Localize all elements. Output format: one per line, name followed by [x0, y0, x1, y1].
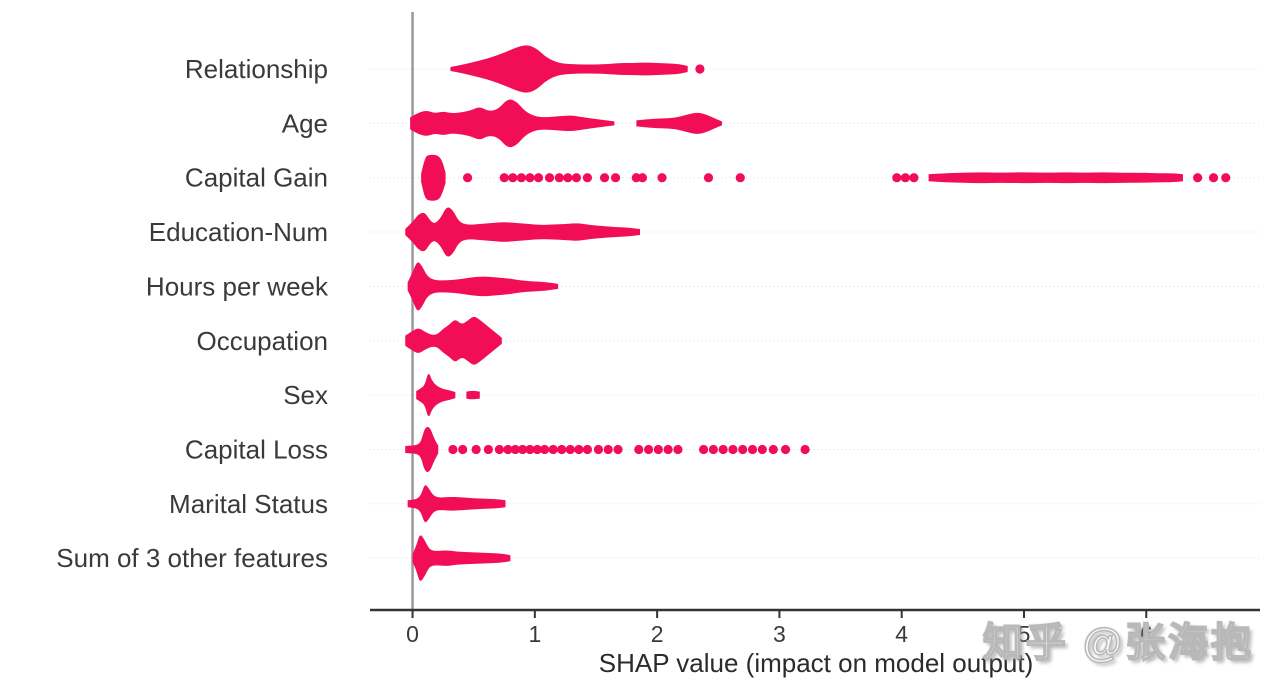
- scatter-dot-capital-loss: [653, 444, 663, 455]
- scatter-dot-capital-gain: [544, 173, 555, 183]
- scatter-dot-capital-gain: [1193, 173, 1203, 183]
- feature-label-relationship: Relationship: [185, 54, 328, 84]
- scatter-dot-capital-gain: [657, 173, 667, 183]
- scatter-dot-capital-loss: [510, 444, 520, 455]
- beeswarm-marital-status: [407, 485, 506, 523]
- beeswarm-capital-gain: [928, 172, 1183, 184]
- scatter-dot-capital-loss: [548, 444, 558, 455]
- beeswarm-sex: [416, 374, 456, 417]
- scatter-dot-capital-gain: [525, 173, 535, 183]
- scatter-dot-capital-loss: [582, 444, 593, 455]
- scatter-dot-capital-gain: [900, 173, 910, 183]
- x-tick-label: 1: [528, 621, 541, 647]
- feature-label-capital-gain: Capital Gain: [185, 163, 328, 193]
- scatter-dot-capital-loss: [557, 444, 567, 455]
- scatter-dot-capital-gain: [703, 173, 714, 183]
- scatter-dot-capital-loss: [663, 444, 673, 455]
- feature-label-sum-of-3-other-features: Sum of 3 other features: [56, 543, 328, 573]
- scatter-dot-capital-loss: [448, 444, 458, 455]
- scatter-dot-capital-loss: [603, 444, 613, 455]
- x-tick-label: 6: [1140, 621, 1153, 647]
- scatter-dot-capital-loss: [503, 444, 513, 455]
- scatter-dot-capital-gain: [582, 173, 593, 183]
- scatter-dot-relationship: [695, 64, 705, 74]
- scatter-dot-capital-loss: [525, 444, 535, 455]
- scatter-dot-capital-gain: [563, 173, 573, 183]
- scatter-dot-capital-gain: [499, 173, 509, 183]
- beeswarm-education-num: [405, 207, 641, 257]
- feature-label-education-num: Education-Num: [149, 217, 328, 247]
- x-tick-label: 2: [651, 621, 664, 647]
- scatter-dot-capital-gain: [516, 173, 526, 183]
- scatter-dot-capital-loss: [673, 444, 683, 455]
- x-tick-label: 0: [406, 621, 419, 647]
- scatter-dot-capital-loss: [768, 444, 778, 455]
- scatter-dot-capital-loss: [747, 444, 758, 455]
- beeswarm-hours-per-week: [407, 262, 559, 311]
- feature-label-occupation: Occupation: [196, 326, 328, 356]
- scatter-dot-capital-loss: [757, 444, 767, 455]
- scatter-dot-capital-loss: [471, 444, 481, 455]
- scatter-dot-capital-loss: [483, 444, 493, 455]
- scatter-dot-capital-gain: [554, 173, 564, 183]
- scatter-dot-capital-loss: [738, 444, 748, 455]
- scatter-dot-capital-gain: [735, 173, 745, 183]
- beeswarm-sum-of-3-other-features: [412, 535, 511, 581]
- scatter-dot-capital-gain: [533, 173, 544, 183]
- x-tick-label: 4: [895, 621, 908, 647]
- scatter-dot-capital-gain: [571, 173, 582, 183]
- scatter-dot-capital-gain: [637, 173, 648, 183]
- beeswarm-capital-gain: [421, 154, 446, 201]
- scatter-dot-capital-gain: [610, 173, 621, 183]
- beeswarm-capital-loss: [405, 426, 439, 472]
- scatter-dot-capital-loss: [613, 444, 623, 455]
- scatter-dot-capital-loss: [494, 444, 504, 455]
- scatter-dot-capital-gain: [1221, 173, 1231, 183]
- scatter-dot-capital-loss: [718, 444, 728, 455]
- scatter-dot-capital-loss: [728, 444, 738, 455]
- scatter-dot-capital-loss: [518, 444, 528, 455]
- scatter-dot-capital-loss: [532, 444, 542, 455]
- feature-label-sex: Sex: [283, 380, 328, 410]
- scatter-dot-capital-loss: [800, 444, 810, 455]
- x-tick-label: 3: [773, 621, 786, 647]
- scatter-dot-capital-loss: [458, 444, 468, 455]
- scatter-dot-capital-loss: [540, 444, 550, 455]
- feature-label-age: Age: [282, 108, 328, 138]
- scatter-dot-capital-gain: [599, 173, 610, 183]
- scatter-dot-capital-loss: [699, 444, 709, 455]
- scatter-dot-capital-loss: [643, 444, 654, 455]
- beeswarm-relationship: [450, 45, 688, 93]
- scatter-dot-capital-loss: [574, 444, 584, 455]
- scatter-dot-capital-loss: [634, 444, 644, 455]
- scatter-dot-capital-gain: [892, 173, 902, 183]
- scatter-dot-capital-loss: [780, 444, 791, 455]
- scatter-dot-capital-gain: [508, 173, 518, 183]
- x-tick-label: 5: [1018, 621, 1031, 647]
- feature-label-capital-loss: Capital Loss: [185, 434, 328, 464]
- scatter-dot-capital-loss: [565, 444, 575, 455]
- scatter-dot-capital-gain: [462, 173, 473, 183]
- beeswarm-age: [410, 99, 615, 148]
- scatter-dot-capital-loss: [708, 444, 718, 455]
- beeswarm-sex: [466, 390, 480, 400]
- beeswarm-age: [636, 112, 722, 134]
- x-axis-title: SHAP value (impact on model output): [599, 648, 1034, 678]
- feature-label-hours-per-week: Hours per week: [146, 271, 329, 301]
- scatter-dot-capital-gain: [1208, 173, 1219, 183]
- scatter-dot-capital-gain: [909, 173, 919, 183]
- scatter-dot-capital-loss: [593, 444, 604, 455]
- feature-label-marital-status: Marital Status: [169, 489, 328, 519]
- beeswarm-occupation: [405, 316, 502, 365]
